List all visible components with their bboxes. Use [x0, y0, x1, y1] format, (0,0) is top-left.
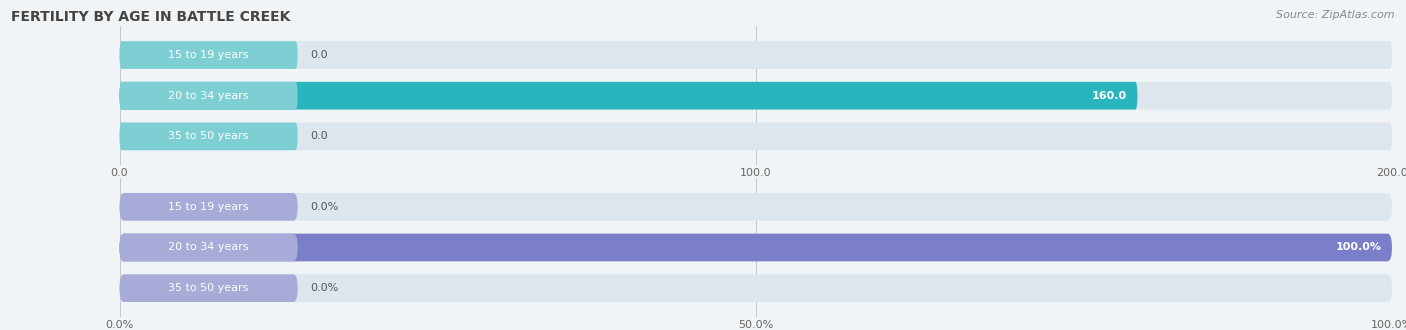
FancyBboxPatch shape	[120, 41, 1392, 69]
FancyBboxPatch shape	[120, 274, 1392, 302]
Text: 0.0%: 0.0%	[311, 202, 339, 212]
Text: 20 to 34 years: 20 to 34 years	[169, 243, 249, 252]
FancyBboxPatch shape	[120, 193, 1392, 221]
FancyBboxPatch shape	[120, 274, 298, 302]
FancyBboxPatch shape	[120, 234, 1392, 261]
Text: Source: ZipAtlas.com: Source: ZipAtlas.com	[1277, 10, 1395, 20]
FancyBboxPatch shape	[120, 234, 1392, 261]
Text: 0.0: 0.0	[311, 50, 328, 60]
Text: 35 to 50 years: 35 to 50 years	[169, 131, 249, 141]
FancyBboxPatch shape	[120, 122, 298, 150]
Text: 15 to 19 years: 15 to 19 years	[169, 202, 249, 212]
Text: 20 to 34 years: 20 to 34 years	[169, 91, 249, 101]
FancyBboxPatch shape	[120, 82, 298, 110]
Text: 15 to 19 years: 15 to 19 years	[169, 50, 249, 60]
Text: 0.0: 0.0	[311, 131, 328, 141]
FancyBboxPatch shape	[120, 122, 1392, 150]
FancyBboxPatch shape	[120, 82, 1392, 110]
FancyBboxPatch shape	[120, 234, 298, 261]
FancyBboxPatch shape	[120, 82, 1137, 110]
Text: 0.0%: 0.0%	[311, 283, 339, 293]
Text: 160.0: 160.0	[1092, 91, 1128, 101]
FancyBboxPatch shape	[120, 41, 298, 69]
FancyBboxPatch shape	[120, 193, 298, 221]
Text: 100.0%: 100.0%	[1336, 243, 1382, 252]
Text: 35 to 50 years: 35 to 50 years	[169, 283, 249, 293]
Text: FERTILITY BY AGE IN BATTLE CREEK: FERTILITY BY AGE IN BATTLE CREEK	[11, 10, 291, 24]
